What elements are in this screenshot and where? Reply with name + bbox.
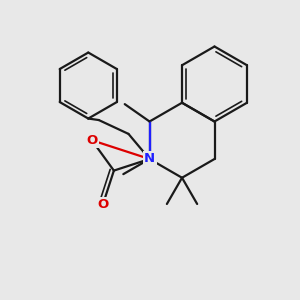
Text: O: O: [86, 134, 98, 147]
Text: O: O: [97, 198, 109, 211]
Text: N: N: [144, 152, 155, 166]
